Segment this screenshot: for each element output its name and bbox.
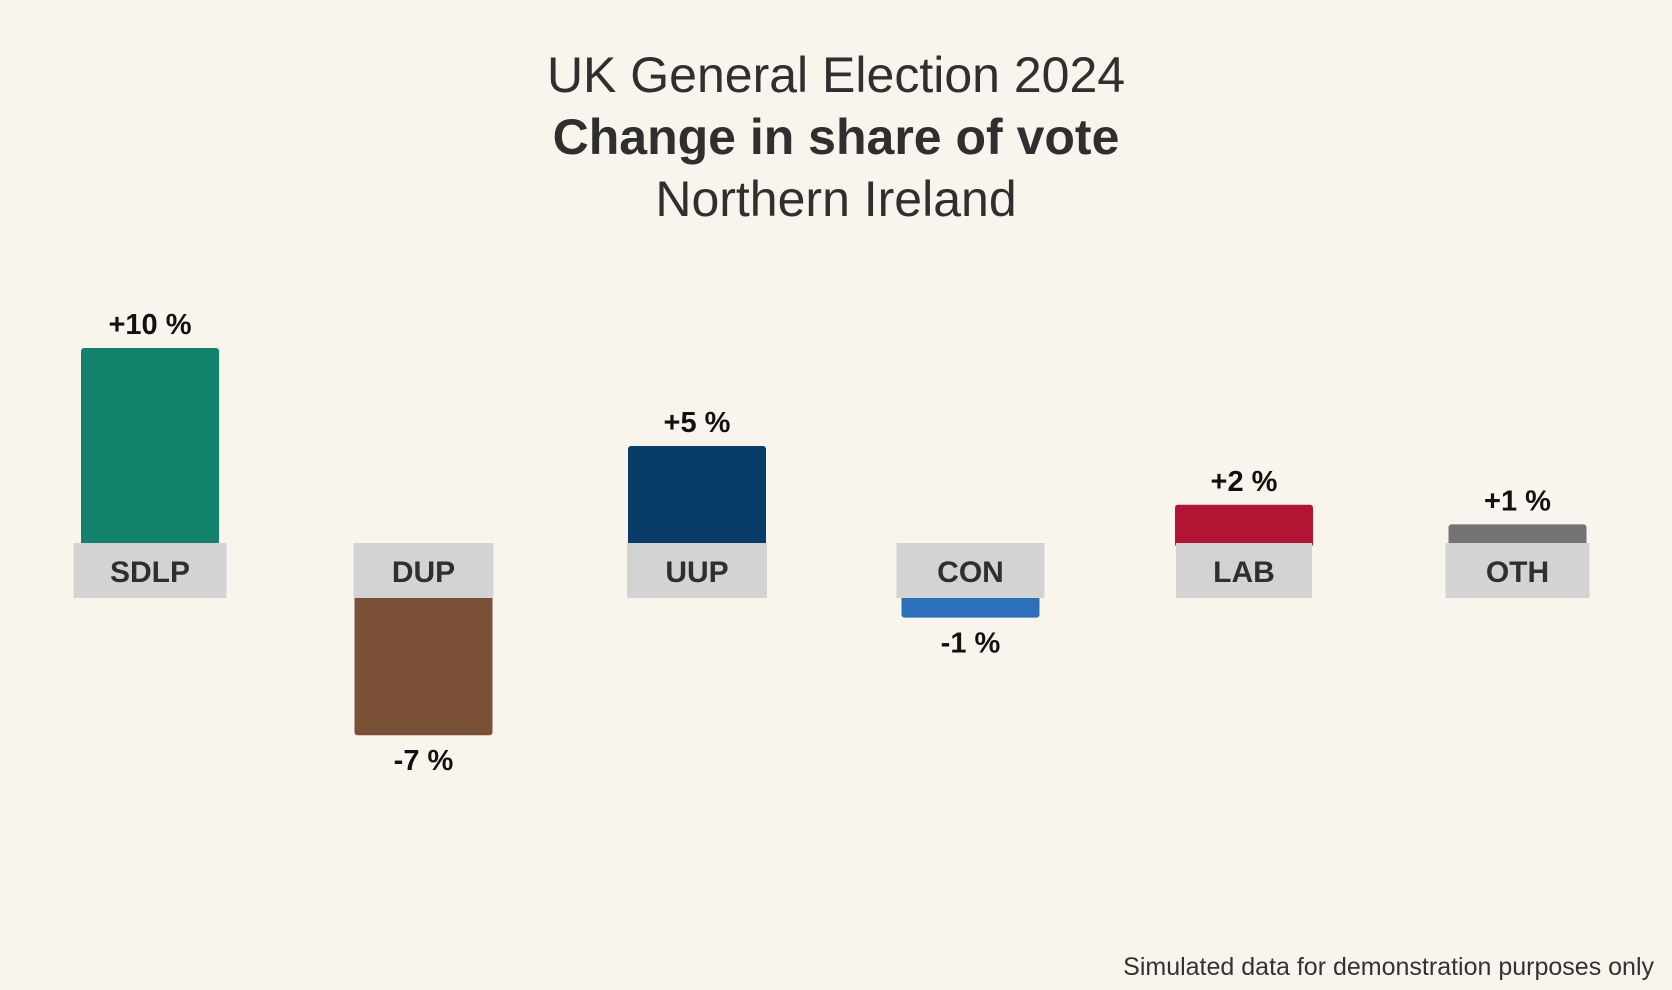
chart-region: Northern Ireland bbox=[655, 171, 1017, 227]
bar-dup bbox=[354, 595, 493, 736]
category-label-background-dup bbox=[353, 543, 494, 598]
category-label-sdlp: SDLP bbox=[110, 556, 190, 589]
value-label-lab: +2 % bbox=[1211, 466, 1278, 498]
category-label-uup: UUP bbox=[665, 556, 728, 589]
category-label-background-uup bbox=[627, 543, 767, 598]
value-label-con: -1 % bbox=[941, 628, 1001, 660]
category-label-background-lab bbox=[1176, 543, 1312, 598]
category-label-dup: DUP bbox=[392, 556, 455, 589]
value-label-oth: +1 % bbox=[1484, 485, 1551, 517]
bar-lab bbox=[1175, 504, 1313, 547]
category-label-lab: LAB bbox=[1213, 556, 1275, 589]
bar-sdlp bbox=[81, 348, 219, 547]
bar-uup bbox=[628, 446, 766, 547]
chart-title: UK General Election 2024 bbox=[546, 47, 1126, 103]
category-label-background-con bbox=[896, 543, 1045, 598]
bar-oth bbox=[1448, 524, 1587, 547]
category-label-oth: OTH bbox=[1486, 556, 1549, 589]
bar-con bbox=[901, 595, 1040, 618]
category-label-background-oth bbox=[1445, 543, 1590, 598]
footer-note: Simulated data for demonstration purpose… bbox=[1123, 953, 1654, 981]
value-label-sdlp: +10 % bbox=[108, 309, 191, 341]
value-label-uup: +5 % bbox=[664, 407, 731, 439]
value-label-dup: -7 % bbox=[394, 745, 454, 777]
chart-subtitle: Change in share of vote bbox=[552, 109, 1120, 165]
category-label-background-sdlp bbox=[73, 543, 227, 598]
category-label-con: CON bbox=[937, 556, 1004, 589]
chart-title-block: UK General Election 2024 Change in share… bbox=[0, 44, 1672, 230]
